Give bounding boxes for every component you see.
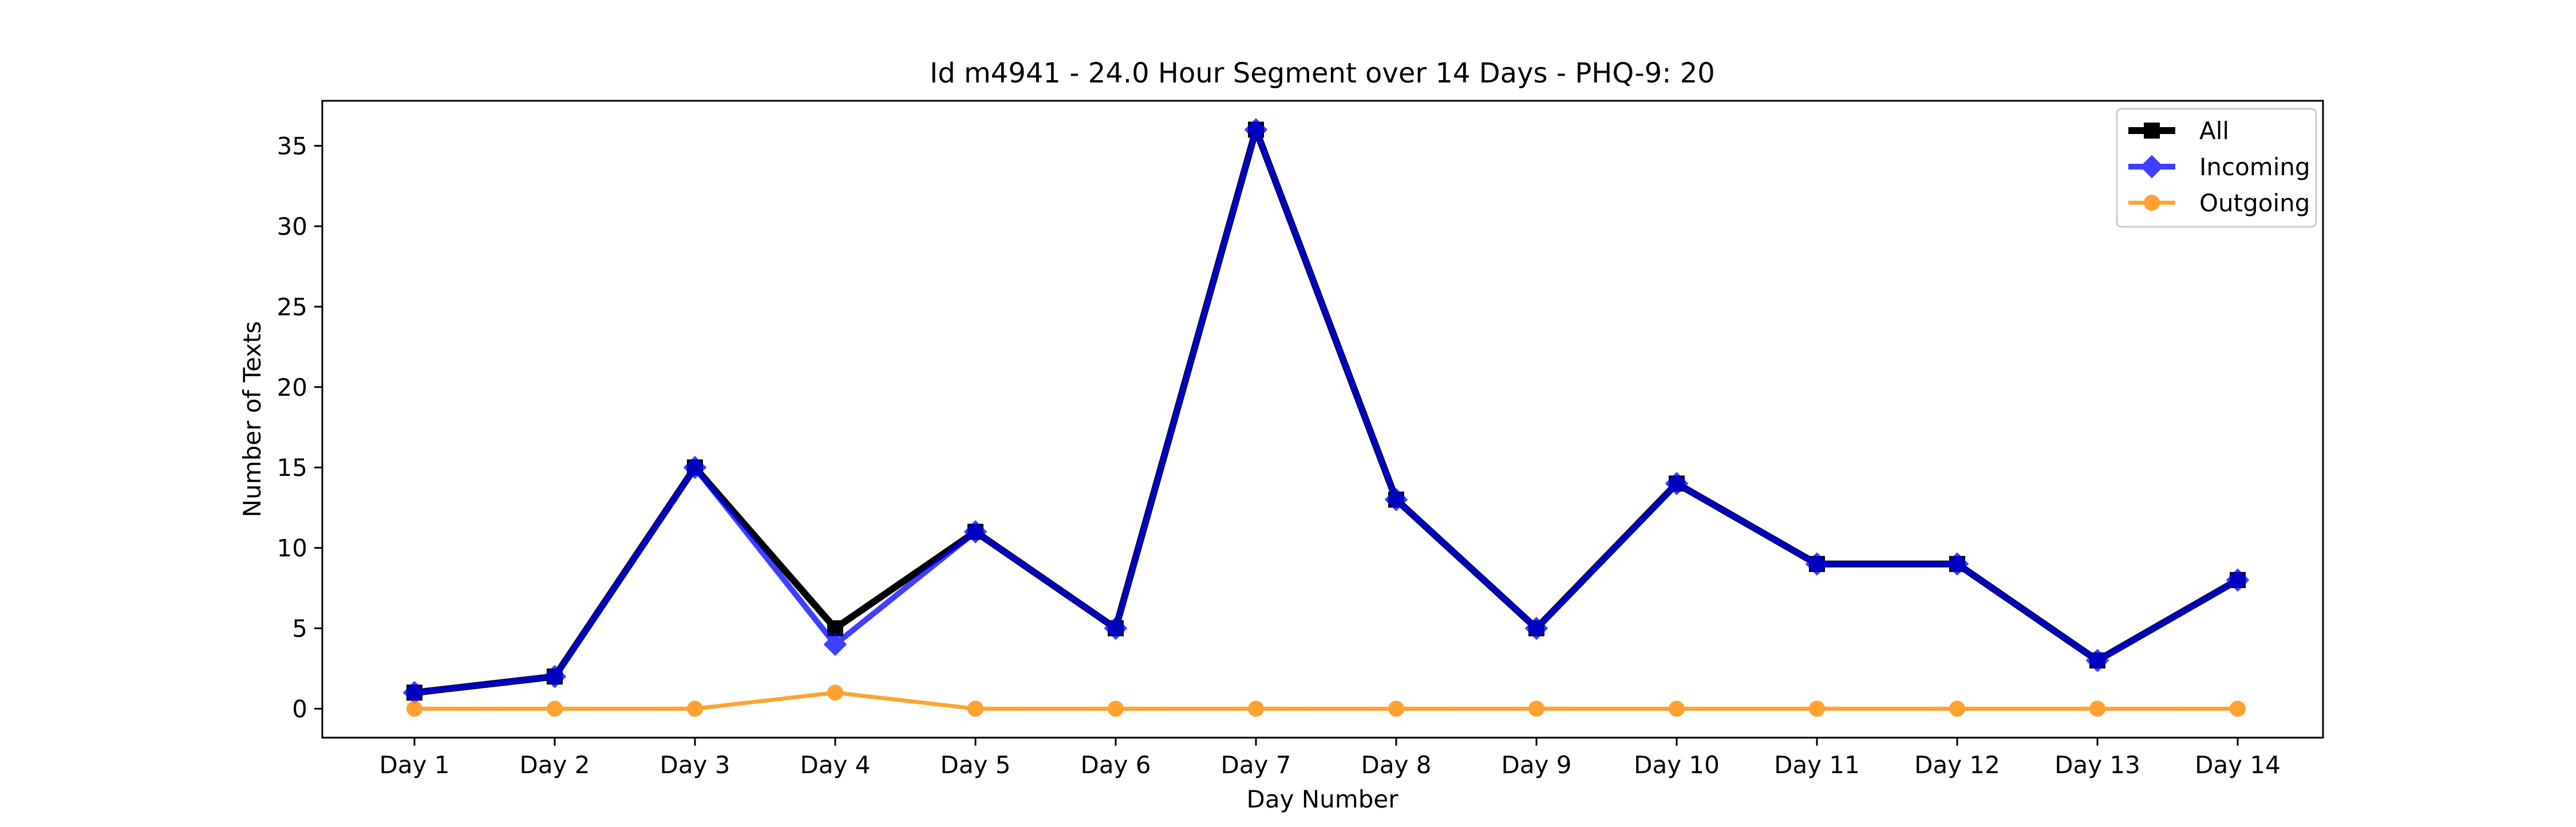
series-incoming	[402, 118, 2250, 704]
x-tick-label: Day 3	[659, 751, 730, 779]
data-point-outgoing	[1809, 700, 1825, 717]
data-point-incoming	[1244, 118, 1268, 141]
y-axis-label: Number of Texts	[238, 321, 266, 518]
data-point-incoming	[1384, 488, 1408, 511]
y-tick-label: 30	[277, 212, 307, 241]
x-tick-label: Day 5	[940, 751, 1010, 779]
data-point-incoming	[2085, 648, 2109, 672]
legend-marker-outgoing	[2144, 195, 2160, 211]
y-axis: 0 5 10 15 20 25 30 35	[277, 132, 322, 723]
data-point-outgoing	[1949, 700, 1965, 717]
legend: All Incoming Outgoing	[2116, 108, 2317, 228]
chart-title: Id m4941 - 24.0 Hour Segment over 14 Day…	[930, 57, 1715, 89]
x-tick-label: Day 6	[1080, 751, 1151, 779]
y-tick-label: 25	[277, 293, 307, 321]
series-line-all	[414, 126, 2239, 696]
legend-frame	[2116, 108, 2317, 228]
x-tick-label: Day 14	[2195, 751, 2281, 779]
data-point-incoming	[1945, 552, 1969, 576]
data-point-incoming	[2226, 568, 2250, 592]
data-point-incoming	[1805, 552, 1829, 576]
data-point-outgoing	[827, 684, 843, 701]
legend-entry-outgoing	[2128, 195, 2175, 211]
plot-area	[321, 100, 2324, 739]
y-tick-label: 20	[277, 373, 307, 401]
x-tick-label: Day 11	[1774, 751, 1860, 779]
legend-entry-incoming	[2128, 155, 2175, 179]
legend-entry-all	[2128, 123, 2175, 139]
legend-label-outgoing: Outgoing	[2199, 189, 2310, 217]
x-tick-label: Day 10	[1634, 751, 1720, 779]
data-point-incoming	[963, 520, 987, 544]
series-outgoing	[406, 684, 2246, 717]
x-tick-label: Day 8	[1361, 751, 1431, 779]
y-tick-label: 35	[277, 132, 307, 160]
y-tick-label: 10	[277, 534, 307, 562]
data-point-incoming	[1104, 616, 1128, 640]
series-line-incoming	[414, 127, 2239, 696]
data-point-outgoing	[1528, 700, 1544, 717]
x-axis-label: Day Number	[1246, 785, 1398, 813]
x-axis: Day 1 Day 2 Day 3 Day 4 Day 5 Day 6 Day 7 Day 8…	[379, 738, 2281, 779]
data-point-incoming	[1524, 616, 1548, 640]
series-all	[406, 121, 2246, 701]
data-point-outgoing	[1669, 700, 1685, 717]
data-point-incoming	[543, 664, 567, 688]
x-tick-label: Day 4	[800, 751, 870, 779]
data-point-incoming	[683, 455, 707, 479]
legend-marker-all	[2144, 123, 2160, 139]
x-tick-label: Day 9	[1501, 751, 1571, 779]
data-point-outgoing	[1108, 700, 1124, 717]
data-point-outgoing	[406, 700, 422, 717]
legend-label-all: All	[2199, 117, 2229, 145]
data-point-outgoing	[2089, 700, 2105, 717]
series-line-outgoing	[414, 690, 2238, 711]
data-point-outgoing	[967, 700, 983, 717]
x-tick-label: Day 13	[2055, 751, 2140, 779]
data-point-incoming	[823, 632, 847, 656]
legend-label-incoming: Incoming	[2199, 153, 2310, 181]
y-tick-label: 5	[292, 615, 307, 643]
legend-marker-incoming	[2140, 155, 2164, 179]
x-tick-label: Day 12	[1914, 751, 2000, 779]
y-tick-label: 0	[292, 695, 307, 723]
data-point-outgoing	[2230, 700, 2246, 717]
series-layer	[402, 118, 2250, 717]
y-tick-label: 15	[277, 454, 307, 482]
x-tick-label: Day 2	[519, 751, 590, 779]
data-point-outgoing	[1388, 700, 1404, 717]
x-tick-label: Day 1	[379, 751, 449, 779]
data-point-outgoing	[1248, 700, 1264, 717]
data-point-incoming	[1665, 472, 1689, 495]
data-point-outgoing	[687, 700, 703, 717]
data-point-outgoing	[547, 700, 563, 717]
x-tick-label: Day 7	[1220, 751, 1291, 779]
